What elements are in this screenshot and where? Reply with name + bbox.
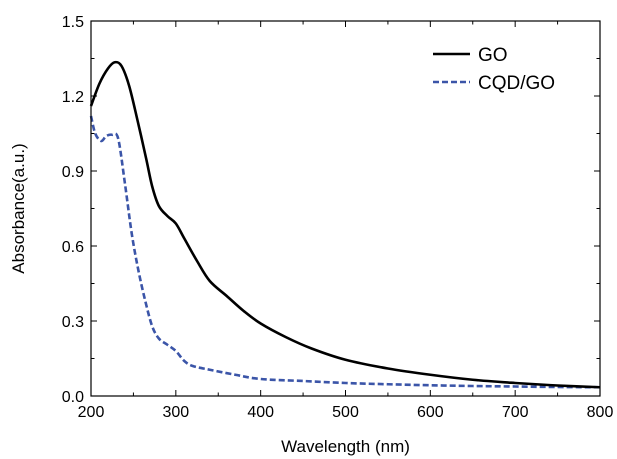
y-tick-label: 0.6 (62, 239, 84, 256)
y-axis-title: Absorbance(a.u.) (9, 143, 28, 273)
x-tick-label: 800 (587, 404, 614, 421)
y-tick-label: 1.5 (62, 14, 84, 31)
legend: GO CQD/GO (433, 45, 555, 94)
x-axis-title: Wavelength (nm) (281, 437, 410, 456)
x-tick-label: 400 (247, 404, 274, 421)
plot-content (89, 60, 601, 389)
axis-ticks (90, 20, 601, 397)
legend-label: CQD/GO (478, 73, 555, 94)
x-tick-label: 700 (502, 404, 529, 421)
y-tick-label: 0.3 (62, 314, 84, 331)
series-line-cqd-go (89, 115, 601, 389)
x-tick-label: 600 (417, 404, 444, 421)
x-tick-label: 200 (78, 404, 105, 421)
series-line-go (89, 60, 601, 389)
legend-label: GO (478, 45, 508, 66)
x-tick-label: 300 (162, 404, 189, 421)
tick-labels: 200 300 400 500 600 700 800 0.0 0.3 0.6 0.9 1.2 1.5 (62, 14, 614, 421)
y-tick-label: 0.0 (62, 389, 84, 406)
x-tick-label: 500 (332, 404, 359, 421)
y-tick-label: 0.9 (62, 164, 84, 181)
y-tick-label: 1.2 (62, 89, 84, 106)
